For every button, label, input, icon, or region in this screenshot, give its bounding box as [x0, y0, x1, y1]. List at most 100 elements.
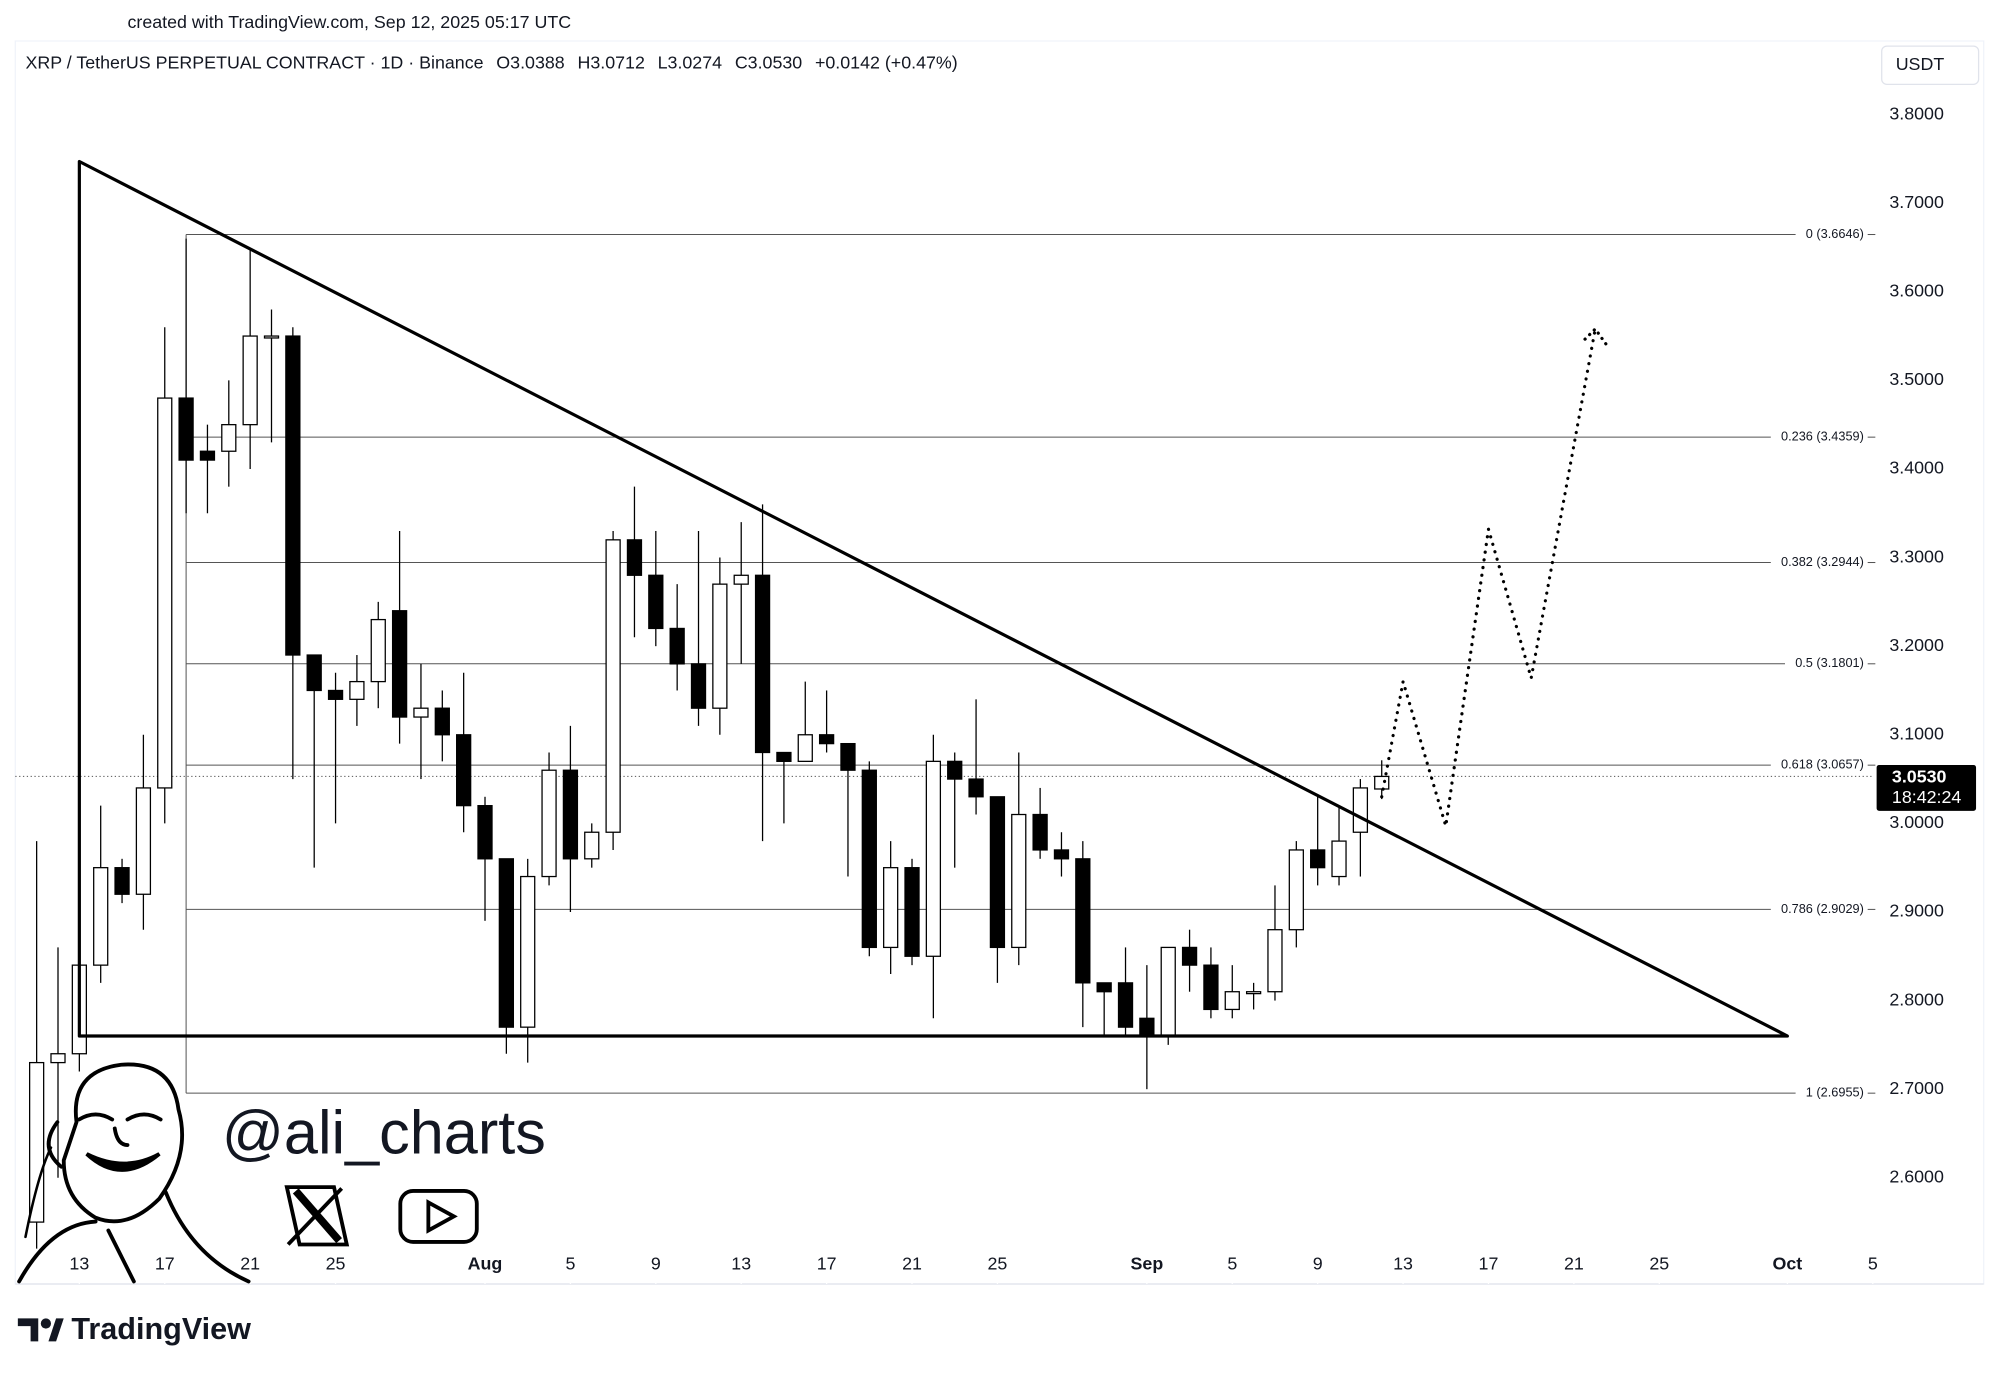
fib-label: 1 (2.6955): [1806, 1085, 1864, 1100]
x-tick-label: Sep: [1131, 1254, 1164, 1274]
x-tick-label: 25: [326, 1254, 346, 1274]
brand: TradingView: [71, 1312, 251, 1346]
candle-body: [861, 769, 877, 949]
fib-label: 0 (3.6646): [1806, 226, 1864, 241]
candle-body: [797, 734, 813, 762]
legend-ohlc: H3.0712: [577, 53, 644, 73]
candle-body: [114, 867, 130, 895]
x-icon: [284, 1185, 350, 1247]
candle-body: [285, 335, 301, 656]
candle-body: [712, 583, 728, 709]
candle-body: [1310, 849, 1326, 869]
candle-body: [648, 574, 664, 630]
x-tick-label: Aug: [468, 1254, 503, 1274]
candle-body: [135, 787, 152, 895]
candle-body: [456, 734, 472, 807]
y-tick-label: 3.0000: [1889, 812, 1944, 832]
candle-body: [925, 760, 942, 957]
candle-body: [947, 760, 963, 780]
y-tick-label: 2.6000: [1889, 1167, 1944, 1187]
watermark: @ali_charts: [222, 1099, 546, 1167]
candle-body: [28, 1061, 45, 1223]
legend-ohlc: C3.0530: [735, 53, 802, 73]
x-tick-label: 9: [1313, 1254, 1323, 1274]
legend-ohlc: O3.0388: [496, 53, 564, 73]
y-tick-label: 3.4000: [1889, 458, 1944, 478]
candle-body: [1331, 840, 1347, 878]
candle-body: [626, 539, 643, 576]
x-tick-label: 13: [731, 1254, 751, 1274]
y-tick-label: 3.7000: [1889, 192, 1944, 212]
triangle: [77, 159, 1789, 1038]
x-tick-label: 17: [817, 1254, 837, 1274]
currency: USDT: [1896, 54, 1945, 74]
symbol: XRP / TetherUS PERPETUAL CONTRACT · 1D ·…: [25, 53, 483, 73]
candle-body: [1032, 813, 1048, 851]
candle-body: [434, 707, 450, 736]
legend-ohlc: L3.0274: [658, 53, 723, 73]
candle-body: [93, 867, 109, 966]
candle-body: [413, 707, 429, 718]
candle-body: [306, 654, 322, 692]
x-tick-label: 5: [1868, 1254, 1878, 1274]
candle-body: [1374, 775, 1390, 790]
candle-body: [562, 769, 579, 860]
x-tick-label: 17: [1479, 1254, 1499, 1274]
candle-body: [968, 778, 984, 798]
fib-label: 0.786 (2.9029): [1781, 901, 1864, 916]
candle-body: [1117, 982, 1134, 1028]
plot: 2.6000 2.7000 2.8000 2.9000 3.0000 3.1000 3.20…: [15, 103, 1977, 1285]
x-tick-label: 21: [902, 1254, 922, 1274]
candle-body: [221, 424, 237, 452]
x-tick-label: 9: [651, 1254, 661, 1274]
youtube-icon: [398, 1189, 479, 1244]
projection-head: [1583, 326, 1610, 349]
avatar: [17, 1062, 251, 1284]
last-price-box: [1876, 764, 1977, 811]
candle-body: [199, 450, 216, 461]
candle-body: [498, 858, 515, 1028]
y-tick-label: 2.7000: [1889, 1078, 1944, 1098]
candle-body: [50, 1053, 66, 1064]
candle-body: [349, 680, 365, 700]
y-tick-label: 3.1000: [1889, 723, 1944, 743]
brand-logo: [17, 1318, 64, 1342]
countdown: 18:42:24: [1892, 787, 1961, 807]
candle-body: [1160, 946, 1176, 1037]
candle-body: [1075, 858, 1091, 984]
y-tick-label: 3.3000: [1889, 546, 1944, 566]
candle-body: [520, 875, 536, 1028]
candle-body: [242, 335, 258, 426]
created-note: created with TradingView.com, Sep 12, 20…: [127, 12, 571, 32]
x-tick-label: Oct: [1773, 1254, 1803, 1274]
candle-body: [1203, 964, 1219, 1011]
candle-body: [178, 397, 194, 461]
candle-body: [733, 574, 749, 585]
candle-body: [754, 574, 771, 754]
candle-body: [690, 663, 707, 709]
x-tick-label: 13: [1393, 1254, 1413, 1274]
currency-button[interactable]: [1881, 45, 1980, 85]
fib-label: 0.382 (3.2944): [1781, 554, 1864, 569]
candle-body: [327, 689, 344, 700]
y-tick-label: 3.8000: [1889, 103, 1944, 123]
y-tick-label: 3.5000: [1889, 369, 1944, 389]
y-tick-label: 2.9000: [1889, 901, 1944, 921]
candle-body: [1181, 946, 1198, 966]
fib-label: 0.5 (3.1801): [1795, 655, 1864, 670]
candle-body: [840, 742, 856, 771]
y-tick-label: 2.8000: [1889, 989, 1944, 1009]
candle-body: [1245, 991, 1262, 995]
y-tick-label: 3.2000: [1889, 635, 1944, 655]
x-tick-label: 5: [1227, 1254, 1237, 1274]
candle-body: [904, 867, 920, 957]
candle-body: [157, 397, 173, 789]
candle-body: [989, 796, 1006, 949]
legend-ohlc: +0.0142 (+0.47%): [815, 53, 958, 73]
x-tick-label: 13: [69, 1254, 89, 1274]
candle-body: [584, 831, 600, 860]
candle-body: [541, 769, 557, 878]
fib-label: 0.236 (3.4359): [1781, 429, 1864, 444]
projection: [1380, 327, 1597, 827]
